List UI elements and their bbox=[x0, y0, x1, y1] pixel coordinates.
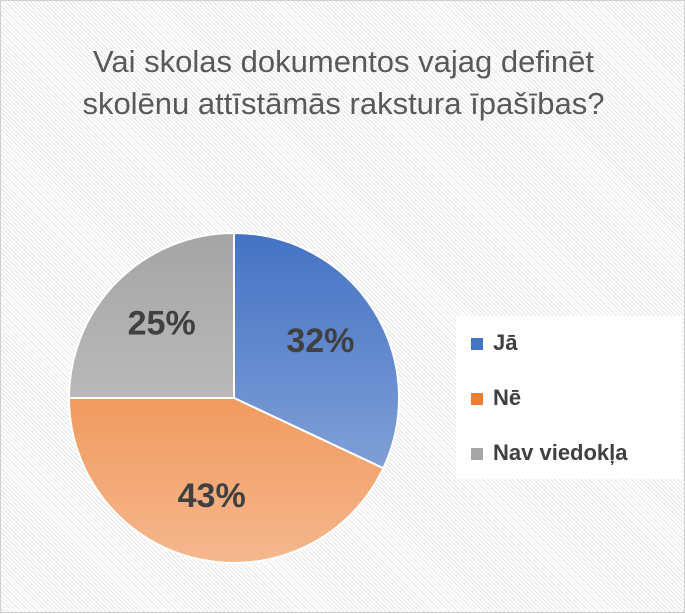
data-label: 32% bbox=[286, 322, 354, 360]
legend-label: Nē bbox=[493, 385, 521, 410]
data-label: 43% bbox=[178, 477, 246, 515]
legend bbox=[456, 316, 682, 479]
legend-swatch bbox=[471, 338, 483, 350]
legend-label: Nav viedokļa bbox=[493, 440, 628, 465]
legend-label: Jā bbox=[493, 330, 518, 355]
data-label: 25% bbox=[128, 305, 196, 343]
chart-title: Vai skolas dokumentos vajag definēt skol… bbox=[82, 44, 605, 121]
legend-swatch bbox=[471, 448, 483, 460]
legend-swatch bbox=[471, 393, 483, 405]
labels: 32% 43% 25% bbox=[128, 305, 355, 515]
